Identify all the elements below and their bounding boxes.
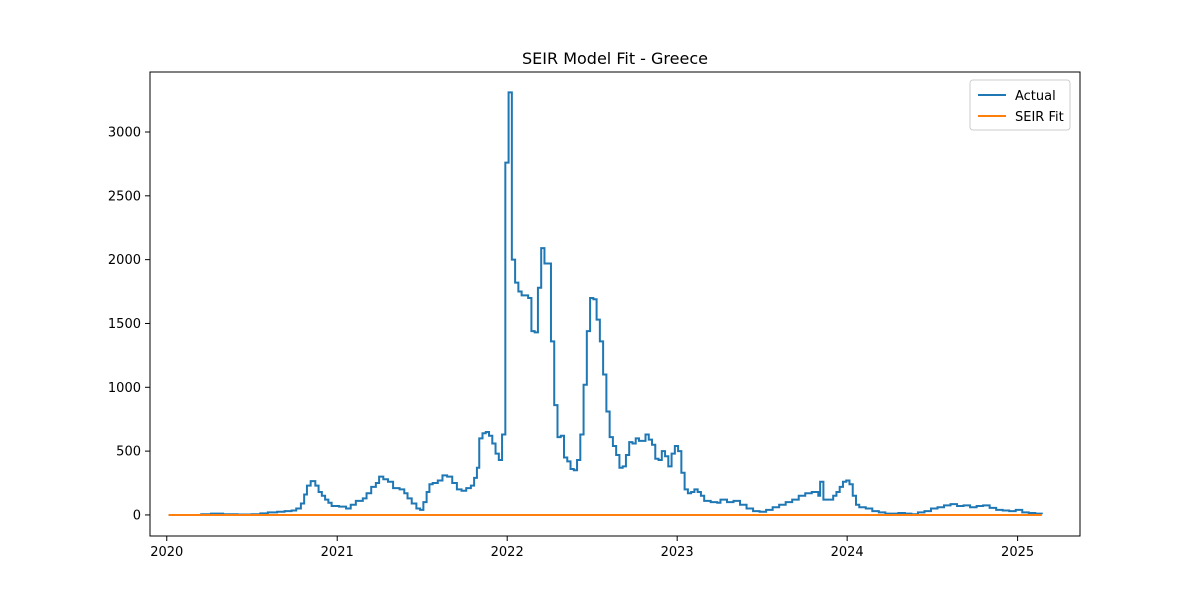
series-layer xyxy=(168,91,1043,516)
y-tick-label: 500 xyxy=(116,445,141,460)
x-tick-label: 2024 xyxy=(831,545,864,560)
y-tick-label: 2500 xyxy=(108,189,141,204)
y-tick-label: 1500 xyxy=(108,317,141,332)
y-tick-label: 2000 xyxy=(108,253,141,268)
legend-label: Actual xyxy=(1015,89,1056,104)
legend: Actual SEIR Fit xyxy=(969,79,1071,131)
y-tick-label: 3000 xyxy=(108,125,141,140)
x-tick-label: 2021 xyxy=(321,545,354,560)
x-tick-label: 2020 xyxy=(150,545,183,560)
y-axis: 0 500 1000 1500 2000 2500 3000 xyxy=(108,125,150,523)
x-tick-label: 2022 xyxy=(491,545,524,560)
x-tick-label: 2025 xyxy=(1001,545,1034,560)
series-line-actual xyxy=(168,91,1043,516)
x-tick-label: 2023 xyxy=(661,545,694,560)
chart-title: SEIR Model Fit - Greece xyxy=(522,49,708,68)
legend-label: SEIR Fit xyxy=(1015,110,1064,125)
legend-box xyxy=(969,79,1071,131)
plot-frame xyxy=(149,71,1081,537)
y-tick-label: 1000 xyxy=(108,381,141,396)
x-axis: 2020 2021 2022 2023 2024 2025 xyxy=(150,536,1034,560)
y-tick-label: 0 xyxy=(133,508,141,523)
